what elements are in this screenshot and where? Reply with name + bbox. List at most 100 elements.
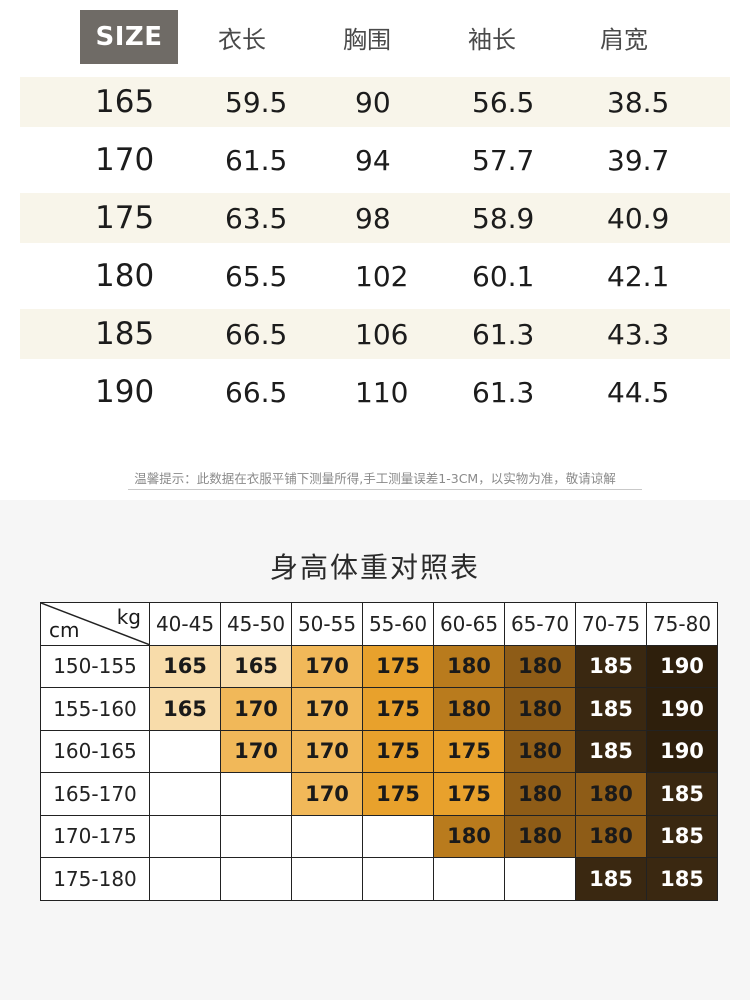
empty-cell <box>149 729 221 773</box>
size-recommendation-cell: 180 <box>504 772 576 816</box>
size-recommendation-cell: 190 <box>646 687 718 731</box>
size-cell-size: 170 <box>95 142 155 178</box>
empty-cell <box>433 857 505 901</box>
size-recommendation-cell: 165 <box>149 644 221 688</box>
size-recommendation-cell: 180 <box>575 814 647 858</box>
size-cell-chest: 90 <box>355 85 391 119</box>
column-header-chest: 胸围 <box>343 25 391 54</box>
weight-header: 40-45 <box>149 602 221 646</box>
size-cell-size: 175 <box>95 200 155 236</box>
size-row: 190 66.5 110 61.3 44.5 <box>0 367 750 417</box>
height-row: 165-170 170 175 175 180 180 185 <box>40 772 718 816</box>
empty-cell <box>362 814 434 858</box>
weight-header: 50-55 <box>291 602 363 646</box>
size-recommendation-cell: 170 <box>220 729 292 773</box>
size-recommendation-cell: 165 <box>149 687 221 731</box>
empty-cell <box>291 814 363 858</box>
empty-cell <box>220 857 292 901</box>
height-header: 165-170 <box>40 772 150 816</box>
diagonal-line <box>41 603 149 645</box>
size-recommendation-cell: 175 <box>362 729 434 773</box>
size-recommendation-cell: 190 <box>646 729 718 773</box>
size-cell-sleeve: 61.3 <box>472 375 535 409</box>
weight-header: 65-70 <box>504 602 576 646</box>
size-cell-size: 180 <box>95 258 155 294</box>
corner-cell: kg cm <box>40 602 150 646</box>
size-cell-size: 185 <box>95 316 155 352</box>
empty-cell <box>220 814 292 858</box>
empty-cell <box>504 857 576 901</box>
height-weight-title: 身高体重对照表 <box>269 551 480 584</box>
size-recommendation-cell: 170 <box>291 729 363 773</box>
weight-header: 60-65 <box>433 602 505 646</box>
column-header-length: 衣长 <box>218 25 266 54</box>
size-cell-size: 190 <box>95 374 155 410</box>
size-recommendation-cell: 180 <box>575 772 647 816</box>
height-header: 150-155 <box>40 644 150 688</box>
height-row: 175-180 185 185 <box>40 857 718 901</box>
size-recommendation-cell: 185 <box>575 729 647 773</box>
height-header: 170-175 <box>40 814 150 858</box>
size-cell-size: 165 <box>95 84 155 120</box>
size-recommendation-cell: 175 <box>362 644 434 688</box>
size-recommendation-cell: 185 <box>575 687 647 731</box>
column-header-sleeve: 袖长 <box>468 25 516 54</box>
note-underline <box>128 489 642 490</box>
size-cell-shoulder: 43.3 <box>607 317 670 351</box>
size-cell-shoulder: 39.7 <box>607 143 670 177</box>
size-recommendation-cell: 185 <box>575 644 647 688</box>
height-header: 155-160 <box>40 687 150 731</box>
size-cell-shoulder: 44.5 <box>607 375 670 409</box>
size-cell-sleeve: 60.1 <box>472 259 535 293</box>
size-chart: SIZE 衣长 胸围 袖长 肩宽 165 59.5 90 56.5 38.5 170 61.… <box>0 10 750 490</box>
size-recommendation-cell: 175 <box>362 687 434 731</box>
height-row: 170-175 180 180 180 185 <box>40 814 718 858</box>
size-cell-length: 66.5 <box>225 375 288 409</box>
height-weight-chart: 身高体重对照表 kg cm 40-45 45-50 50-55 55-60 60-65 65-… <box>0 500 750 1000</box>
size-recommendation-cell: 180 <box>504 644 576 688</box>
size-row: 165 59.5 90 56.5 38.5 <box>0 77 750 127</box>
size-cell-chest: 102 <box>355 259 409 293</box>
empty-cell <box>149 814 221 858</box>
size-row: 175 63.5 98 58.9 40.9 <box>0 193 750 243</box>
size-recommendation-cell: 190 <box>646 644 718 688</box>
size-recommendation-cell: 165 <box>220 644 292 688</box>
size-cell-shoulder: 38.5 <box>607 85 670 119</box>
column-header-shoulder: 肩宽 <box>600 25 648 54</box>
corner-cm-label: cm <box>49 617 80 642</box>
height-row: 155-160 165 170 170 175 180 180 185 190 <box>40 687 718 731</box>
height-header: 160-165 <box>40 729 150 773</box>
size-recommendation-cell: 180 <box>504 729 576 773</box>
empty-cell <box>149 772 221 816</box>
corner-kg-label: kg <box>116 605 141 629</box>
size-row: 180 65.5 102 60.1 42.1 <box>0 251 750 301</box>
size-recommendation-cell: 170 <box>291 772 363 816</box>
size-recommendation-cell: 185 <box>646 857 718 901</box>
size-recommendation-cell: 170 <box>220 687 292 731</box>
size-recommendation-cell: 175 <box>433 772 505 816</box>
size-cell-length: 59.5 <box>225 85 288 119</box>
height-row: 160-165 170 170 175 175 180 185 190 <box>40 729 718 773</box>
size-recommendation-cell: 180 <box>433 687 505 731</box>
size-cell-sleeve: 57.7 <box>472 143 535 177</box>
size-cell-shoulder: 42.1 <box>607 259 670 293</box>
height-row: 150-155 165 165 170 175 180 180 185 190 <box>40 644 718 688</box>
size-recommendation-cell: 180 <box>504 687 576 731</box>
size-badge: SIZE <box>80 10 178 64</box>
size-cell-length: 61.5 <box>225 143 288 177</box>
size-recommendation-cell: 180 <box>433 814 505 858</box>
empty-cell <box>149 857 221 901</box>
size-cell-shoulder: 40.9 <box>607 201 670 235</box>
size-recommendation-cell: 175 <box>362 772 434 816</box>
weight-header-row: kg cm 40-45 45-50 50-55 55-60 60-65 65-70 70-75 7… <box>40 602 718 646</box>
size-cell-length: 66.5 <box>225 317 288 351</box>
size-cell-sleeve: 58.9 <box>472 201 535 235</box>
size-cell-sleeve: 61.3 <box>472 317 535 351</box>
weight-header: 75-80 <box>646 602 718 646</box>
size-recommendation-cell: 185 <box>575 857 647 901</box>
size-recommendation-cell: 175 <box>433 729 505 773</box>
size-note: 温馨提示：此数据在衣服平铺下测量所得,手工测量误差1-3CM，以实物为准，敬请谅… <box>134 471 616 486</box>
empty-cell <box>220 772 292 816</box>
empty-cell <box>291 857 363 901</box>
size-cell-chest: 94 <box>355 143 391 177</box>
